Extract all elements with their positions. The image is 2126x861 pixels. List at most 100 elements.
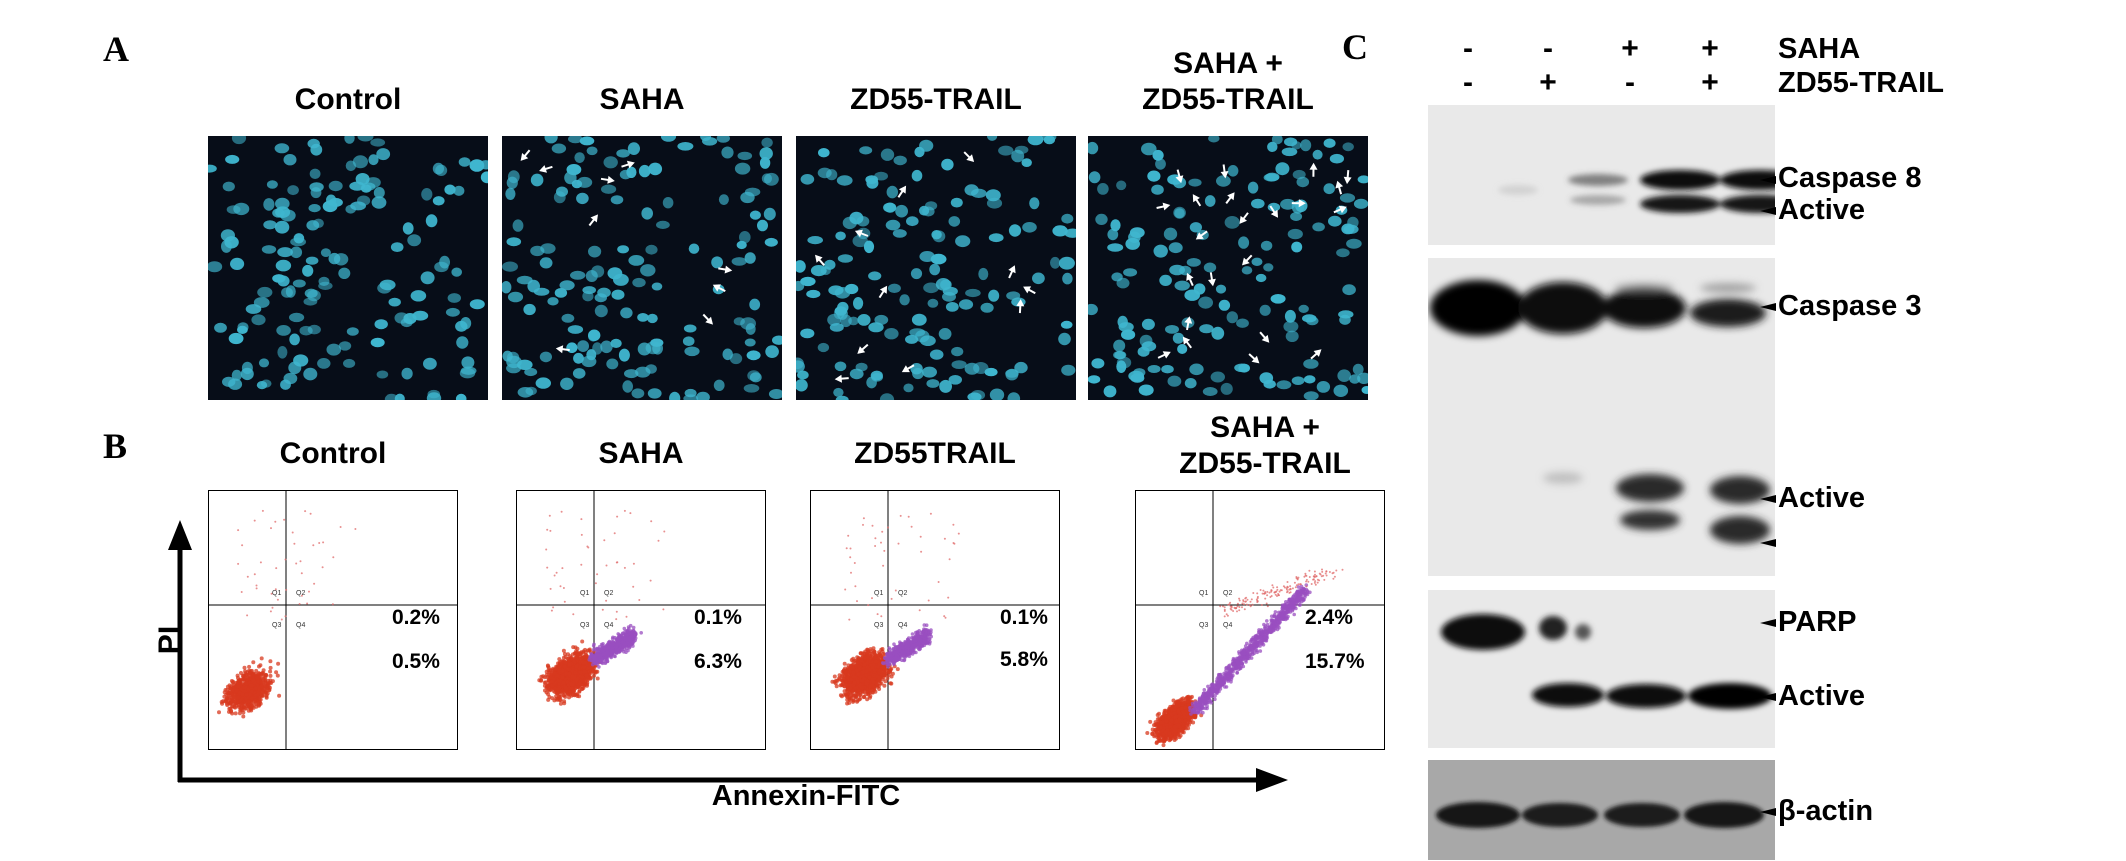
nucleus: [1193, 283, 1206, 295]
nucleus: [836, 175, 853, 186]
nucleus: [309, 168, 321, 179]
event-dot: [354, 528, 357, 530]
event-dot: [606, 640, 611, 645]
nucleus: [945, 302, 959, 312]
event-dot: [857, 664, 862, 669]
event-dot: [628, 635, 633, 640]
nucleus: [617, 245, 629, 254]
nucleus: [606, 358, 619, 370]
nucleus: [594, 304, 608, 318]
event-dot: [858, 651, 863, 656]
nucleus: [237, 325, 248, 334]
event-dot: [578, 670, 583, 675]
nucleus: [1290, 212, 1303, 221]
nucleus: [1050, 256, 1061, 269]
event-dot: [571, 645, 576, 650]
event-dot: [633, 633, 638, 637]
event-dot: [549, 675, 554, 680]
nucleus: [306, 220, 320, 231]
nucleus: [507, 291, 524, 303]
apoptosis-arrow: [588, 214, 598, 227]
nucleus: [1008, 224, 1022, 237]
nucleus: [662, 197, 674, 209]
event-dot: [860, 685, 865, 690]
nucleus: [1357, 175, 1368, 184]
event-dot: [270, 527, 272, 530]
nucleus: [1226, 311, 1238, 324]
nucleus: [302, 264, 314, 277]
nucleus: [231, 369, 242, 381]
nucleus: [932, 230, 946, 243]
event-dot: [572, 613, 575, 616]
nucleus: [524, 367, 538, 377]
event-dot: [219, 700, 224, 704]
nucleus: [1133, 368, 1146, 377]
event-dot: [877, 652, 882, 656]
flow-plot-zd55trail: Q1 Q2 Q3 Q4: [810, 490, 1060, 750]
event-dot: [575, 657, 580, 662]
nucleus: [1281, 147, 1298, 157]
nucleus: [1107, 228, 1119, 241]
event-dot: [882, 673, 887, 678]
nucleus: [1014, 361, 1028, 374]
event-dot: [598, 653, 603, 658]
nucleus: [1341, 223, 1355, 235]
nucleus: [517, 387, 534, 398]
event-dot: [542, 680, 547, 685]
nucleus: [737, 151, 753, 161]
nucleus: [1291, 241, 1303, 253]
nucleus: [326, 343, 342, 356]
event-dot: [605, 659, 610, 664]
apoptosis-arrow: [1225, 192, 1235, 205]
event-dot: [222, 690, 227, 695]
nucleus: [1203, 262, 1217, 273]
nucleus: [1259, 372, 1274, 384]
nucleus: [425, 214, 438, 228]
nucleus: [906, 216, 919, 227]
nucleus: [1328, 215, 1342, 227]
event-dot: [610, 650, 615, 655]
nucleus: [759, 156, 771, 169]
nucleus: [304, 288, 318, 298]
nucleus: [886, 185, 898, 199]
nucleus: [427, 389, 441, 399]
nucleus: [834, 306, 847, 316]
nucleus: [469, 159, 485, 172]
nucleus: [796, 260, 806, 273]
event-dot: [848, 683, 853, 688]
event-dot: [241, 714, 246, 719]
event-dot: [567, 662, 572, 667]
event-dot: [575, 692, 580, 697]
nucleus: [1292, 169, 1306, 180]
nucleus: [410, 290, 427, 302]
nucleus: [384, 393, 399, 400]
event-dot: [573, 670, 578, 675]
event-dot: [557, 668, 562, 673]
nucleus: [530, 173, 544, 187]
nucleus: [759, 147, 773, 160]
event-dot: [579, 678, 584, 683]
event-dot: [587, 647, 592, 652]
event-dot: [595, 662, 600, 666]
nucleus: [1007, 392, 1021, 400]
event-dot: [631, 640, 635, 645]
quadrant-label: Q2: [296, 590, 305, 597]
nucleus: [613, 273, 629, 286]
apoptosis-arrow: [1008, 265, 1016, 279]
event-dot: [574, 664, 579, 669]
event-dot: [561, 680, 566, 685]
nucleus: [1303, 391, 1319, 400]
event-dot: [862, 662, 867, 667]
event-dot: [243, 669, 248, 674]
event-dot: [230, 692, 235, 697]
micrograph-title-control: Control: [294, 83, 402, 116]
event-dot: [276, 661, 281, 666]
event-dot: [227, 706, 232, 711]
event-dot: [244, 677, 249, 682]
nucleus: [1113, 350, 1127, 360]
nucleus: [948, 375, 962, 385]
nucleus: [1172, 332, 1184, 344]
panel-label-b: B: [103, 426, 128, 466]
apoptosis-arrow: [1016, 299, 1025, 314]
nucleus: [1336, 248, 1350, 258]
